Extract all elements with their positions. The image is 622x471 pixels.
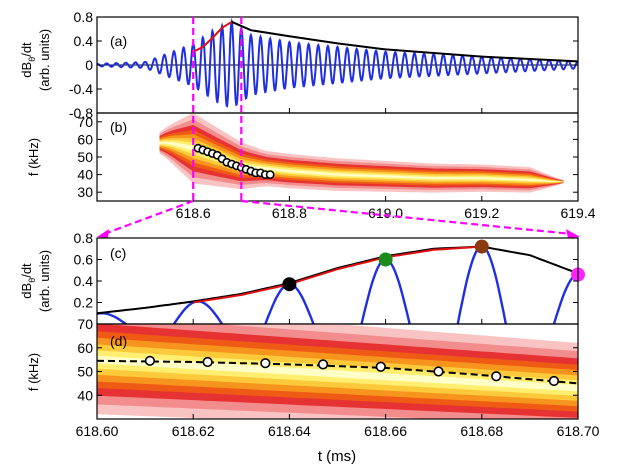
panel-c-ylabel2: (arb. units) — [37, 250, 52, 312]
panel-d: 70 60 50 40 618.60 618.62 618.64 618.66 618.68 6… — [26, 316, 600, 465]
spectrogram-b-level — [159, 140, 564, 183]
zoom-right-arrowhead — [566, 229, 580, 238]
panel-c-ylabel: dBθ/dt — [19, 263, 37, 299]
frequency-point — [491, 371, 502, 382]
ytick-label: 60 — [77, 340, 93, 356]
xtick-label: 619.0 — [368, 205, 403, 221]
peak-marker — [378, 252, 393, 267]
panel-c-label: (c) — [110, 245, 126, 261]
ytick-label: 50 — [77, 364, 93, 380]
ytick-label: -0.4 — [69, 81, 93, 97]
peak-marker — [282, 277, 297, 292]
frequency-point — [265, 170, 275, 179]
ytick-label: -0.8 — [69, 105, 93, 121]
peak-marker — [474, 239, 489, 254]
xtick-label: 618.64 — [268, 423, 311, 439]
panel-b-ylabel: f (kHz) — [26, 138, 41, 176]
panel-d-xlabel: t (ms) — [318, 448, 356, 465]
ytick-label: 0.6 — [74, 252, 94, 268]
ytick-label: 40 — [77, 387, 93, 403]
frequency-point — [317, 359, 329, 370]
zoom-left-connector — [103, 199, 194, 236]
ytick-label: 70 — [77, 114, 93, 130]
xtick-label: 619.4 — [560, 205, 595, 221]
ytick-label: 0.4 — [74, 33, 94, 49]
zoom-connectors — [97, 17, 580, 238]
panel-b-label: (b) — [110, 119, 127, 135]
xtick-label: 618.70 — [557, 423, 600, 439]
ytick-label: 0.4 — [74, 273, 94, 289]
xtick-label: 619.2 — [464, 205, 499, 221]
frequency-point — [144, 355, 156, 366]
panel-a: 0.8 0.4 0 -0.4 -0.8 (a) dBθ/dt (arb. units) — [19, 9, 579, 121]
xtick-label: 618.6 — [176, 205, 211, 221]
ytick-label: 30 — [77, 184, 93, 200]
fit-series — [193, 245, 482, 304]
ytick-label: 0.8 — [74, 9, 94, 25]
panel-a-ylabel2: (arb. units) — [37, 29, 52, 91]
ytick-label: 60 — [77, 131, 93, 147]
frequency-point — [260, 358, 271, 369]
xtick-label: 618.66 — [364, 423, 407, 439]
panel-d-ylabel: f (kHz) — [26, 353, 41, 391]
frequency-point — [433, 366, 444, 377]
envelope-series — [97, 245, 578, 315]
frequency-point — [548, 375, 560, 387]
fit-series — [192, 20, 233, 53]
ytick-label: 50 — [77, 149, 93, 165]
frequency-point — [375, 361, 386, 372]
ytick-label: 0.8 — [74, 230, 94, 246]
panel-a-ylabel: dBθ/dt — [19, 42, 37, 78]
envelope-series — [231, 20, 578, 63]
spectrogram-d-level — [97, 355, 578, 392]
panel-d-label: (d) — [110, 333, 127, 349]
panel-c: 0.8 0.6 0.4 0.2 (c) dBθ/dt (arb. units) — [19, 230, 585, 325]
zoom-left-arrowhead — [97, 229, 109, 238]
zoom-right-connector — [241, 199, 573, 236]
ytick-label: 0 — [85, 57, 93, 73]
ytick-label: 40 — [77, 167, 93, 183]
ytick-label: 0.2 — [74, 295, 94, 311]
oscillation-series — [97, 17, 578, 108]
xtick-label: 618.68 — [460, 423, 503, 439]
xtick-label: 618.60 — [76, 423, 119, 439]
frequency-point — [202, 356, 213, 368]
xtick-label: 618.62 — [172, 423, 215, 439]
panel-a-label: (a) — [110, 33, 127, 49]
ytick-label: 70 — [77, 316, 93, 332]
xtick-label: 618.8 — [272, 205, 307, 221]
